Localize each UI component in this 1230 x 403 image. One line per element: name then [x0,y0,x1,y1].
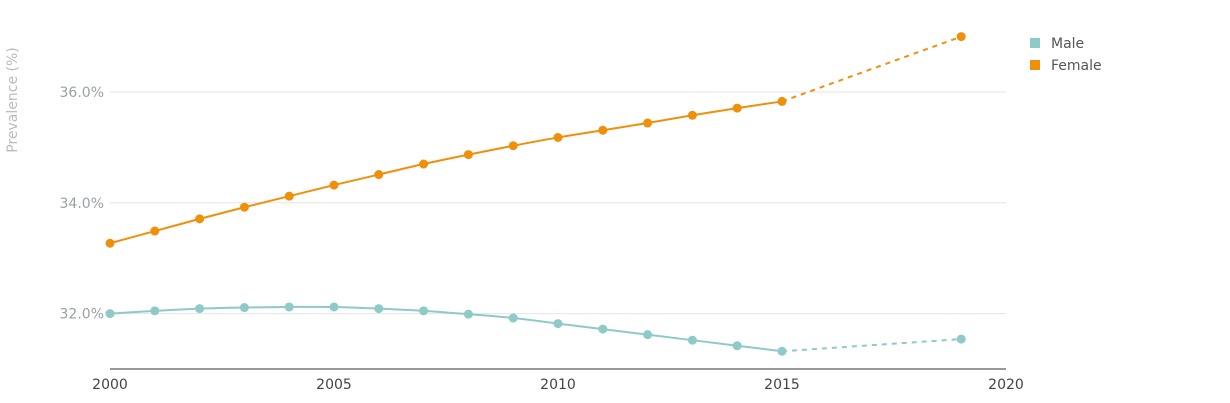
series-male [105,302,966,356]
data-point[interactable] [284,302,294,312]
data-point[interactable] [508,313,518,323]
data-point[interactable] [195,304,205,314]
data-point[interactable] [150,226,160,236]
data-point[interactable] [687,110,697,120]
projection-line [781,35,962,103]
data-point[interactable] [195,214,205,224]
series [105,32,966,356]
data-point[interactable] [105,309,115,319]
y-axis-label: Prevalence (%) [5,47,21,153]
legend-label: Male [1051,36,1084,52]
legend-item-female[interactable]: Female [1030,58,1102,74]
data-point[interactable] [598,324,608,334]
data-point[interactable] [284,191,294,201]
data-point[interactable] [463,309,473,319]
data-point[interactable] [777,96,787,106]
projection-line [781,338,962,353]
data-point[interactable] [643,118,653,128]
data-point[interactable] [239,202,249,212]
data-point[interactable] [732,341,742,351]
data-point[interactable] [598,125,608,135]
data-point[interactable] [329,180,339,190]
x-tick-label: 2000 [92,377,128,393]
x-tick-label: 2005 [316,377,352,393]
data-point[interactable] [329,302,339,312]
data-point[interactable] [777,346,787,356]
legend-swatch [1030,60,1040,70]
data-point[interactable] [553,132,563,142]
series-line [109,305,783,353]
data-point[interactable] [553,319,563,329]
data-point[interactable] [508,141,518,151]
y-tick-label: 34.0% [60,196,104,212]
series-female [105,32,966,248]
legend-label: Female [1051,58,1102,74]
x-tick-label: 2015 [764,377,800,393]
data-point[interactable] [643,330,653,340]
data-point[interactable] [419,159,429,169]
data-point[interactable] [732,103,742,113]
data-point[interactable] [374,170,384,180]
legend: Male Female [1030,36,1102,74]
y-tick-label: 36.0% [60,85,104,101]
data-point[interactable] [105,238,115,248]
legend-item-male[interactable]: Male [1030,36,1084,52]
series-line [109,100,783,245]
data-point[interactable] [956,32,966,42]
data-point[interactable] [956,334,966,344]
data-point[interactable] [150,306,160,316]
data-point[interactable] [239,303,249,313]
data-point[interactable] [374,304,384,314]
data-point[interactable] [463,150,473,160]
x-tick-label: 2010 [540,377,576,393]
x-tick-label: 2020 [988,377,1024,393]
data-point[interactable] [419,306,429,316]
data-point[interactable] [687,335,697,345]
y-tick-label: 32.0% [60,307,104,323]
legend-swatch [1030,38,1040,48]
axes: 32.0% 34.0% 36.0% 2000 2005 2010 2015 2020 [60,85,1024,393]
